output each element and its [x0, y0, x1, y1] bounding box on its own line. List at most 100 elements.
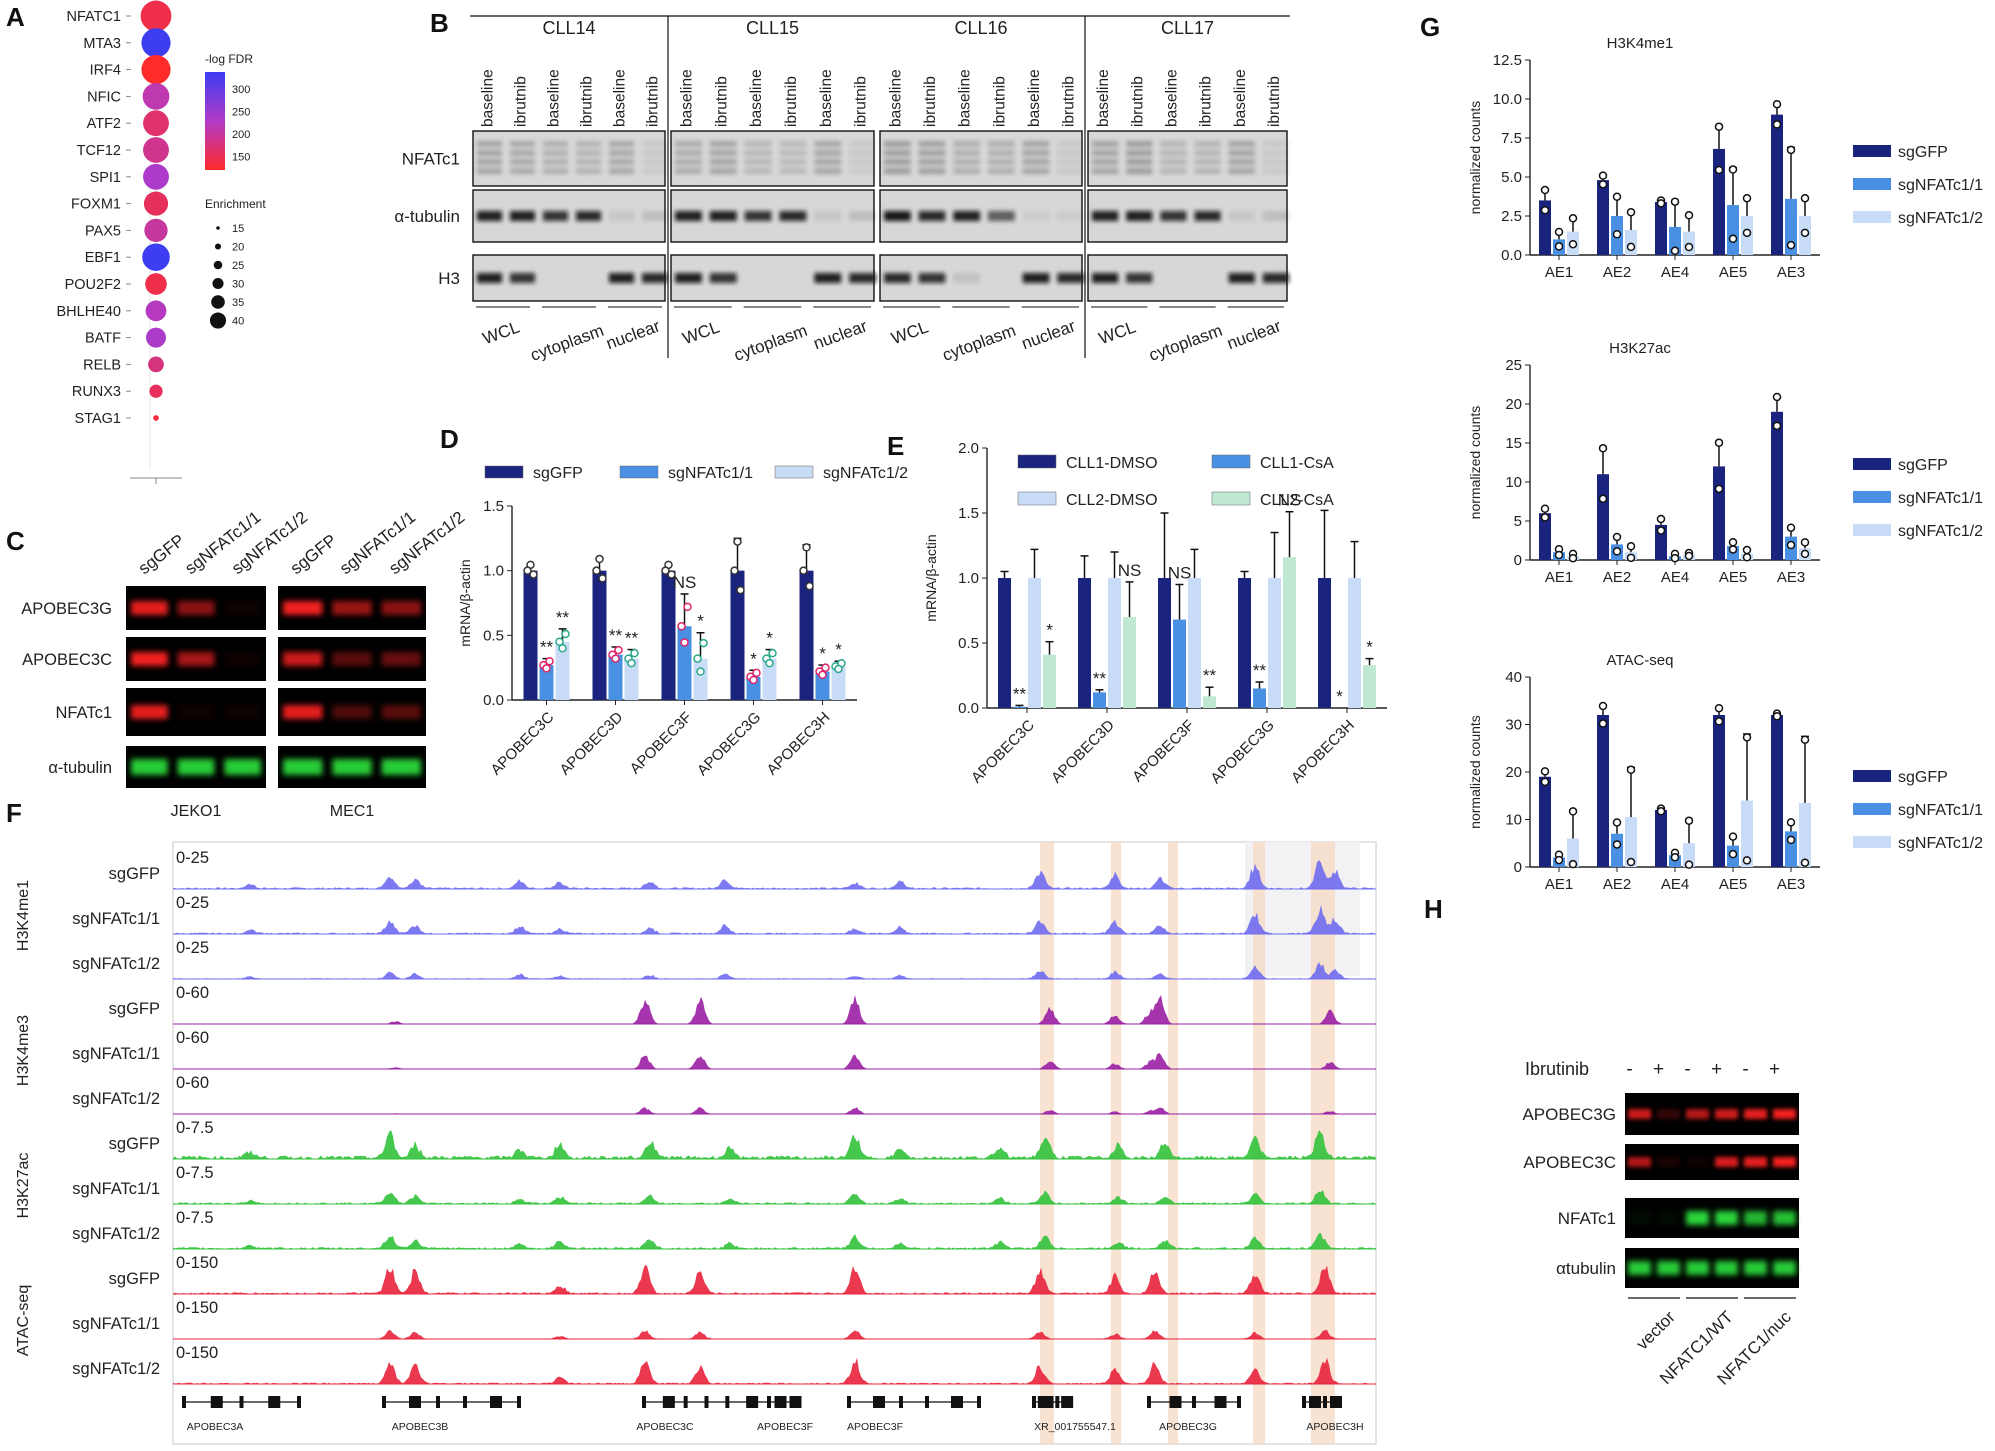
blot-band: [131, 601, 168, 615]
blot-row-label: APOBEC3G: [21, 600, 112, 618]
blot-band: [1744, 1157, 1767, 1167]
treatment-sign: -: [1684, 1059, 1690, 1080]
enrichment-dot: [148, 356, 164, 373]
blot-band: [744, 168, 772, 174]
gene-exon: [642, 1396, 646, 1408]
lane-label: baseline: [748, 69, 765, 127]
blot-band: [953, 159, 980, 165]
fraction-label: WCL: [480, 317, 522, 348]
cll-group-label: CLL16: [954, 18, 1007, 38]
blot-band: [381, 601, 421, 615]
blot-band: [779, 141, 807, 147]
chart-title: H3K27ac: [1609, 340, 1671, 357]
gene-exon: [210, 1396, 223, 1408]
x-tick-label: APOBEC3H: [764, 709, 834, 779]
data-point: [558, 644, 567, 653]
blot-band: [1092, 273, 1119, 283]
data-point: [1626, 208, 1636, 217]
legend-swatch: [1853, 770, 1891, 782]
data-point: [1568, 553, 1578, 563]
colorbar-tick: 300: [232, 84, 250, 96]
y-tick-label: 0.0: [1501, 247, 1522, 264]
bar: [1238, 578, 1251, 708]
significance-label: NS: [1118, 561, 1142, 580]
x-tick-label: APOBEC3G: [694, 709, 764, 779]
blot-band: [510, 159, 535, 165]
fraction-label: nuclear: [1019, 316, 1078, 353]
blot-band: [849, 159, 876, 165]
blot-band: [283, 652, 323, 666]
data-point: [802, 543, 811, 552]
bar: [730, 570, 745, 700]
track-sample-label: sgGFP: [109, 1000, 160, 1018]
colorbar-tick: 250: [232, 107, 250, 119]
data-point: [1540, 513, 1550, 522]
lane-label: baseline: [546, 69, 563, 127]
blot-band: [884, 273, 911, 283]
ibrutinib-label: Ibrutinib: [1525, 1059, 1589, 1079]
blot-band: [1628, 1157, 1651, 1167]
data-point: [696, 667, 705, 676]
gene-exon: [782, 1396, 786, 1408]
blot-row-label: APOBEC3G: [1522, 1105, 1616, 1124]
y-axis-label: normalized counts: [1467, 406, 1483, 520]
y-tick-label: 0.0: [483, 692, 504, 709]
data-point: [614, 645, 623, 655]
data-point: [1714, 717, 1724, 726]
panel-label-a: A: [6, 2, 25, 32]
data-point: [1772, 392, 1782, 402]
signal-track: [173, 1189, 1376, 1204]
bar: [1741, 800, 1753, 867]
blot-row-label: APOBEC3C: [1523, 1153, 1616, 1172]
blot-band: [283, 601, 323, 615]
data-point: [1742, 228, 1752, 238]
legend-swatch: [1211, 454, 1251, 469]
blot-band: [177, 652, 215, 666]
blot-band: [953, 141, 980, 147]
track-range-label: 0-7.5: [176, 1209, 214, 1227]
data-point: [1670, 853, 1680, 862]
legend-label: CLL1-DMSO: [1066, 455, 1158, 472]
gene-exon: [1049, 1396, 1054, 1408]
data-point: [683, 602, 692, 612]
bar: [1188, 578, 1201, 708]
blot-band: [1057, 150, 1084, 156]
bar: [1597, 180, 1609, 255]
y-axis-label: normalized counts: [1467, 101, 1483, 215]
data-point: [661, 566, 670, 575]
blot-band: [283, 705, 323, 719]
blot-band: [1228, 211, 1255, 221]
data-point: [765, 658, 774, 668]
y-axis-label: mRNA/β-actin: [457, 559, 473, 646]
gene-label: APOBEC3F: [757, 1421, 813, 1433]
data-point: [1684, 242, 1694, 252]
y-axis-label: mRNA/β-actin: [923, 534, 939, 621]
blot-band: [609, 211, 634, 221]
data-point: [1626, 765, 1636, 774]
blot-row-label: H3: [438, 269, 460, 288]
gene-label: APOBEC3A: [187, 1421, 244, 1433]
data-point: [1786, 835, 1796, 845]
lane-label: baseline: [818, 69, 835, 127]
blot-band: [918, 150, 946, 156]
gene-exon: [767, 1396, 771, 1408]
data-point: [1714, 165, 1724, 175]
legend-swatch: [619, 465, 659, 479]
data-point: [1670, 246, 1680, 256]
blot-band: [1773, 1157, 1796, 1167]
blot-band: [1160, 168, 1187, 174]
x-tick-label: APOBEC3C: [488, 709, 558, 779]
lane-label: baseline: [1163, 69, 1180, 127]
bar: [1318, 578, 1331, 708]
blot-band: [1628, 1109, 1651, 1119]
y-tick-label: 15: [1505, 435, 1522, 452]
signal-track: [173, 1329, 1376, 1339]
blot-band: [332, 759, 372, 775]
bar: [1625, 817, 1637, 867]
bar: [762, 658, 777, 700]
blot-strip: [670, 130, 875, 187]
blot-band: [510, 211, 535, 221]
data-point: [1656, 807, 1666, 816]
legend-label: sgNFATc1/2: [823, 465, 908, 482]
